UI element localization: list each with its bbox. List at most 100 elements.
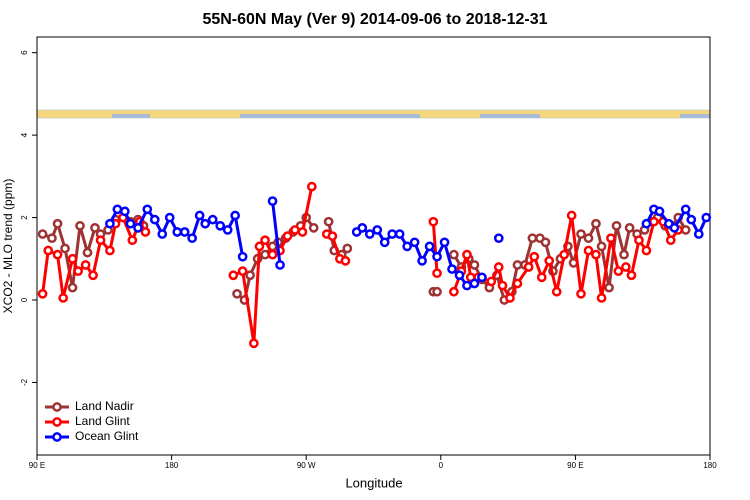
point [43,245,54,256]
point [701,212,712,223]
point [604,282,614,293]
point [249,338,259,349]
point [232,288,242,299]
point [402,241,412,252]
legend-marker [52,432,62,442]
point [512,278,523,289]
point [37,288,48,299]
point [364,229,375,239]
point [606,233,616,244]
plot-frame [36,36,711,456]
point [73,266,83,276]
point [140,227,151,237]
x-tick-label: 90 W [297,461,316,470]
point [207,214,218,225]
point [428,216,439,227]
legend-marker [52,417,62,427]
point [282,231,293,241]
point [649,216,659,227]
point [439,237,450,248]
point [529,251,540,262]
point [505,293,515,303]
point [157,229,168,239]
map-strip [36,109,711,119]
point [82,247,93,258]
point [540,237,551,248]
x-tick-label: 180 [703,461,717,470]
point [693,229,704,239]
point [619,249,629,260]
point [576,288,586,299]
point [260,235,270,246]
point [454,270,465,281]
point [52,249,63,260]
point [47,233,57,244]
y-tick-label: 2 [20,215,29,220]
point [88,270,98,281]
point [58,293,69,303]
point [340,255,351,266]
point [613,266,624,276]
point [424,241,435,252]
point [527,233,538,244]
point [127,235,138,246]
point [172,227,183,237]
point [372,225,383,235]
point [417,255,427,266]
point [267,249,278,260]
point [596,293,607,303]
series-line [41,186,680,344]
point [576,229,586,239]
x-axis-label: Longitude [345,475,402,490]
point [379,237,390,248]
y-axis-label: XCO2 - MLO trend (ppm) [1,179,15,314]
point [237,266,248,276]
point [591,249,601,260]
point [665,235,676,246]
point [37,229,48,239]
point [142,204,153,215]
point [566,210,577,221]
point [686,214,697,225]
y-tick-label: 4 [20,132,29,137]
legend-marker [52,402,62,412]
point [544,255,555,266]
point [621,262,631,272]
point [306,181,317,192]
point [624,223,635,233]
point [493,233,504,244]
point [179,227,190,237]
point [669,223,680,233]
point [200,218,211,229]
point [228,270,239,281]
point [230,210,241,221]
point [267,196,278,206]
point [493,262,504,272]
point [254,241,265,252]
point [596,241,607,252]
legend-label: Ocean Glint [75,429,139,443]
point [551,286,562,297]
point [90,223,100,233]
point [149,214,160,225]
point [591,218,601,229]
point [60,243,70,254]
point [432,268,442,279]
point [432,286,442,297]
point [432,251,442,262]
point [641,245,652,256]
point [447,264,457,274]
point [654,206,665,217]
point [80,260,91,270]
x-tick-label: 90 E [567,461,583,470]
point [75,220,85,231]
point [133,223,143,233]
point [611,220,622,231]
point [559,249,570,260]
point [327,231,338,241]
point [583,233,594,244]
point [308,223,319,233]
point [164,212,175,223]
point [523,262,534,272]
point [497,280,508,291]
